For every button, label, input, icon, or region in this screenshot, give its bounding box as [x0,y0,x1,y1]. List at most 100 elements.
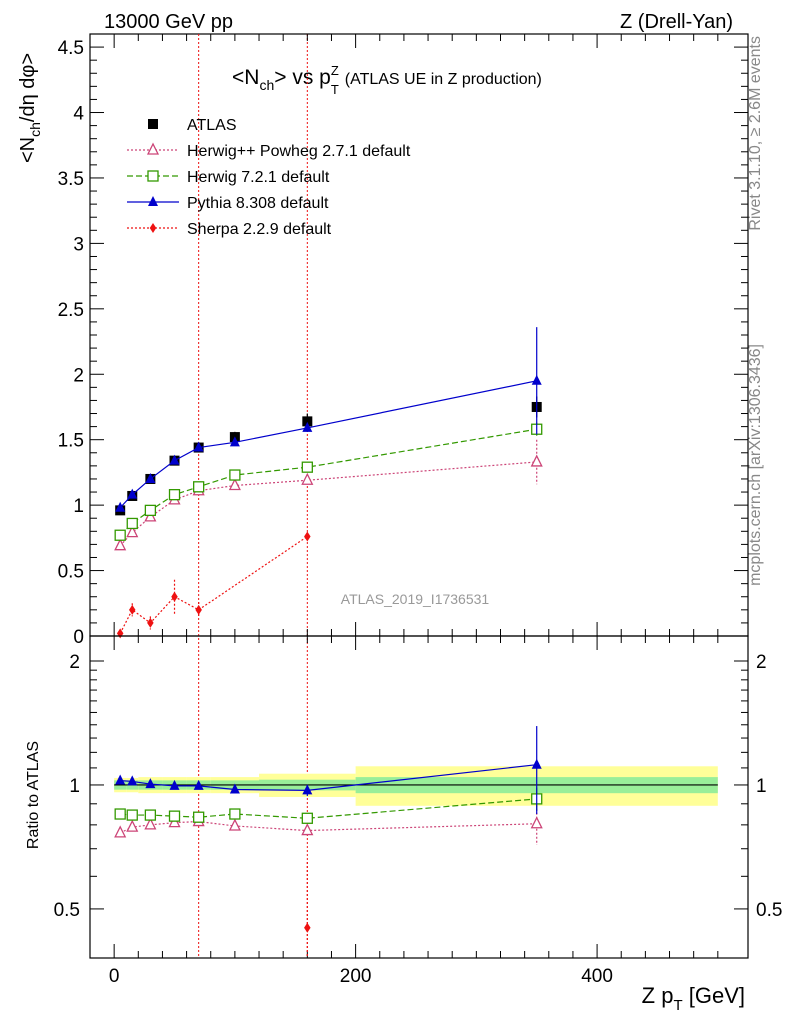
data-point [114,825,127,838]
data-point [171,591,178,602]
data-point [229,783,240,794]
data-point [193,441,204,452]
legend-label: Sherpa 2.2.9 default [187,221,332,238]
chart-title-main-sub: ch [259,77,274,93]
chart-title-mid: > vs p [274,66,331,89]
legend: ATLAS Herwig++ Powheg 2.7.1 default Herwig… [127,117,411,238]
data-point [229,436,240,447]
data-point [168,810,181,822]
chart-title-suffix: (ATLAS UE in Z production) [345,71,542,88]
chart-title-main: <N [232,66,259,89]
y-axis-label-a: <N [17,137,39,163]
data-point [304,922,311,933]
data-point [144,809,157,821]
data-point [129,604,136,615]
ratio-series-line [119,820,537,834]
data-point [530,454,543,467]
legend-label: Herwig 7.2.1 default [187,169,330,186]
data-point [531,758,542,769]
y-tick-label: 3.5 [58,169,84,190]
data-point [114,529,126,541]
ratio-frame [89,635,749,959]
data-point [168,489,181,501]
data-point [126,525,139,538]
header-right: Z (Drell-Yan) [620,11,733,33]
data-point [302,784,313,795]
data-point [229,808,241,820]
y-tick-label: 1 [73,496,84,517]
data-point [114,808,126,820]
data-point [115,501,126,512]
y-tick-label: 2.5 [58,300,84,321]
main-panel: 0 0.5 1 1.5 2 2.5 3 3.5 4 4.5 [58,33,749,958]
ratio-tick-label: 1 [69,776,80,797]
legend-label: Pythia 8.308 default [187,195,329,212]
data-point [530,816,543,829]
x-axis-label-b: [GeV] [683,983,745,1008]
y-tick-label: 1.5 [58,431,84,452]
data-point [145,472,156,483]
y-axis-label: <Nch/dη dφ> [17,53,43,163]
ratio-tick-label: 2 [69,652,80,673]
ratio-tick-label: 0.5 [54,900,80,921]
data-point [193,811,205,823]
data-point [229,469,241,481]
series-line [119,461,537,547]
data-point [148,196,158,206]
chart-title: <Nch> vs pZ T (ATLAS UE in Z production) [232,63,542,97]
data-point [147,170,159,182]
series-line [119,428,537,536]
data-point [127,775,138,786]
legend-label: ATLAS [187,117,237,134]
y-tick-label: 0.5 [58,562,84,583]
x-tick-label: 0 [109,966,120,987]
data-point [147,617,154,628]
data-point [301,812,313,824]
x-tick-label: 400 [581,966,613,987]
data-point [531,374,542,385]
data-point [304,531,311,542]
data-point [302,416,313,427]
data-point [301,823,314,836]
legend-label: Herwig++ Powheg 2.7.1 default [187,143,411,160]
ratio-y-axis-label: Ratio to ATLAS [25,741,42,849]
x-axis-label: Z pT [GeV] [642,983,745,1014]
y-tick-label: 4 [73,104,84,125]
x-tick-label: 200 [340,966,372,987]
data-point [301,472,314,485]
series-line [119,380,537,509]
y-tick-label: 2 [73,365,84,386]
rivet-label: Rivet 3.1.10, ≥ 2.6M events [747,36,764,231]
data-point [114,538,127,551]
data-point [146,142,160,155]
ratio-tick-label-right: 0.5 [756,900,782,921]
data-point [144,817,157,830]
y-axis-label-b: /dη dφ> [17,53,39,122]
header-left: 13000 GeV pp [104,11,233,33]
data-point [195,604,202,615]
data-point [144,504,157,517]
data-point [126,809,138,821]
y-tick-label: 3 [73,234,84,255]
x-axis-label-sub: T [673,997,682,1014]
ratio-panel: 0 200 400 0.5 0.5 1 1 2 2 [54,635,782,987]
chart-title-mid-sup: Z [331,63,339,78]
watermark: ATLAS_2019_I1736531 [341,591,490,607]
y-tick-label: 4.5 [58,38,84,59]
data-point [228,818,241,831]
ratio-tick-label-right: 1 [756,776,767,797]
data-point [126,819,139,832]
data-point [169,454,180,465]
mcplots-label: mcplots.cern.ch [arXiv:1306.3436] [747,344,764,586]
data-point [115,774,126,785]
data-point [145,778,156,789]
data-point [169,779,180,790]
data-point [228,478,241,491]
data-point [148,119,158,129]
data-point [193,779,204,790]
data-point [127,488,138,499]
series-line [119,536,308,634]
chart-title-mid-sub: T [331,82,339,97]
ratio-tick-label-right: 2 [756,652,767,673]
